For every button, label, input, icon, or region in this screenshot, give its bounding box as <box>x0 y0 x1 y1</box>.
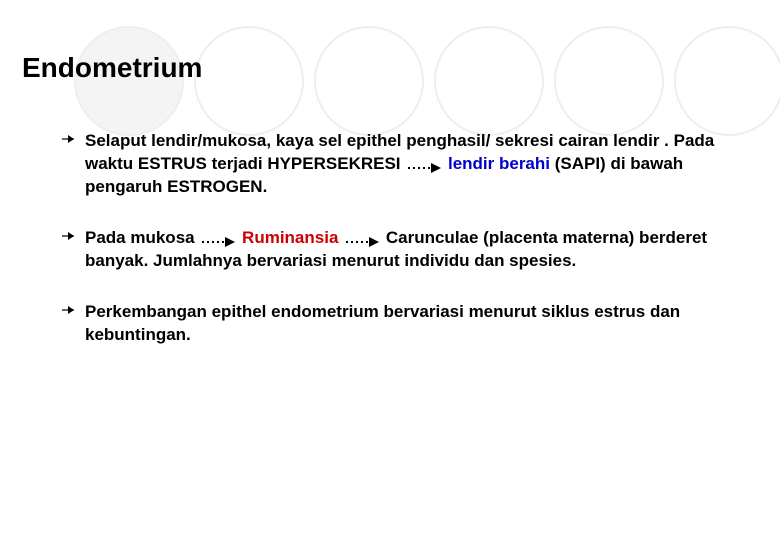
inline-arrow-icon <box>201 232 235 244</box>
bullet-list: Selaput lendir/mukosa, kaya sel epithel … <box>85 130 735 375</box>
bullet-text: lendir berahi <box>443 154 550 173</box>
bullet-text: Pada mukosa <box>85 228 199 247</box>
bullet-text: Ruminansia <box>237 228 343 247</box>
bullet-marker-icon <box>59 134 75 144</box>
bullet-item: Perkembangan epithel endometrium bervari… <box>85 301 735 347</box>
bullet-marker-icon <box>59 305 75 315</box>
decorative-circle <box>674 26 780 136</box>
bullet-marker-icon <box>59 231 75 241</box>
bullet-text: Perkembangan epithel endometrium bervari… <box>85 302 680 344</box>
bullet-item: Selaput lendir/mukosa, kaya sel epithel … <box>85 130 735 199</box>
slide-title: Endometrium <box>22 52 202 84</box>
inline-arrow-icon <box>407 158 441 170</box>
decorative-circle <box>434 26 544 136</box>
inline-arrow-icon <box>345 232 379 244</box>
decorative-circle <box>554 26 664 136</box>
decorative-circle <box>194 26 304 136</box>
bullet-item: Pada mukosa Ruminansia Carunculae (place… <box>85 227 735 273</box>
background-circles <box>0 26 780 146</box>
decorative-circle <box>314 26 424 136</box>
